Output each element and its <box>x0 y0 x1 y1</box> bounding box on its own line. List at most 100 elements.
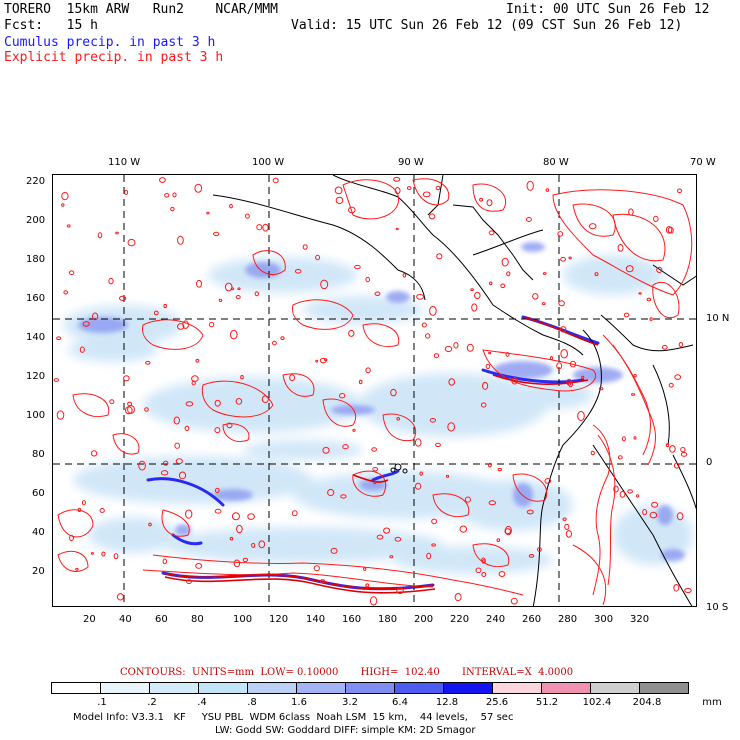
graticule <box>53 175 696 606</box>
y-tick: 120 <box>26 371 46 382</box>
precip-speck <box>394 187 401 195</box>
precip-speck <box>289 374 296 382</box>
precip-speck <box>245 213 250 219</box>
precip-speck <box>426 552 432 560</box>
precip-speck <box>623 312 630 318</box>
precip-speck <box>504 528 512 535</box>
colorbar-swatch <box>590 682 640 694</box>
precip-speck <box>525 217 532 222</box>
colorbar-swatch <box>394 682 444 694</box>
precip-speck <box>185 401 194 407</box>
precip-speck <box>272 177 279 184</box>
precip-speck <box>651 501 659 508</box>
precip-speck <box>445 474 450 478</box>
precip-speck <box>261 395 269 403</box>
precip-speck <box>684 588 692 593</box>
precip-speck <box>254 291 260 297</box>
precip-speck <box>646 297 652 302</box>
precip-speck <box>61 192 69 201</box>
precip-speck <box>496 538 501 543</box>
precip-speck <box>69 534 74 542</box>
x-tick: 160 <box>342 614 362 625</box>
precip-speck <box>661 344 668 350</box>
precip-speck <box>256 224 263 231</box>
x-tick: 280 <box>558 614 578 625</box>
precip-speck <box>447 422 456 432</box>
precip-speck <box>159 177 166 183</box>
precip-speck <box>444 345 453 353</box>
precip-speck <box>229 536 234 541</box>
precip-speck <box>560 326 567 333</box>
y-tick: 60 <box>32 488 45 499</box>
map-canvas <box>53 175 696 606</box>
precip-speck <box>363 567 367 571</box>
precip-speck <box>115 231 119 235</box>
colorbar-label: .8 <box>247 697 257 708</box>
precip-speck <box>488 500 496 506</box>
x-tick: 240 <box>486 614 506 625</box>
precip-speck <box>564 523 570 530</box>
precip-speck <box>633 374 637 378</box>
precip-speck <box>334 186 343 195</box>
precip-speck <box>376 534 384 540</box>
precip-speck <box>505 352 510 357</box>
colorbar-swatch <box>345 682 395 694</box>
forecast-hour: Fcst: 15 h <box>4 18 98 33</box>
colorbar-label: .2 <box>147 697 157 708</box>
colorbar-label: 204.8 <box>632 697 662 708</box>
precip-speck <box>613 485 619 493</box>
precip-speck <box>556 362 563 370</box>
precip-map[interactable] <box>52 174 697 607</box>
y-tick: 20 <box>32 566 45 577</box>
colorbar-unit: mm <box>702 697 722 708</box>
precip-speck <box>429 418 437 423</box>
colorbar-swatch <box>247 682 297 694</box>
precip-speck <box>163 460 169 466</box>
precip-speck <box>631 393 636 396</box>
precip-speck <box>119 295 127 301</box>
precip-speck <box>233 559 241 568</box>
explicit-precip-specks <box>53 176 692 606</box>
precip-speck <box>214 399 221 407</box>
contours-info: CONTOURS: UNITS=mm LOW= 0.10000 HIGH= 10… <box>120 667 574 678</box>
precip-speck <box>581 375 585 380</box>
precip-speck <box>324 358 328 361</box>
model-info: Model Info: V3.3.1 KF YSU PBL WDM 6class… <box>73 712 514 723</box>
legend-explicit: Explicit precip. in past 3 h <box>4 50 224 65</box>
precip-speck <box>488 351 492 355</box>
lon-label: 80 W <box>543 157 569 168</box>
precip-speck <box>177 235 184 245</box>
precip-speck <box>488 230 495 236</box>
precip-speck <box>185 509 193 519</box>
y-tick: 180 <box>26 254 46 265</box>
precip-speck <box>482 381 489 390</box>
precip-speck <box>90 552 94 555</box>
precip-speck <box>545 188 550 192</box>
x-tick: 200 <box>414 614 434 625</box>
precip-speck <box>511 377 519 385</box>
x-tick: 120 <box>269 614 289 625</box>
precip-speck <box>113 553 119 560</box>
precip-speck <box>231 512 240 521</box>
precip-speck <box>125 406 133 415</box>
precip-speck <box>315 359 319 363</box>
precip-speck <box>396 417 401 421</box>
precip-speck <box>127 401 133 407</box>
precip-speck <box>365 583 370 588</box>
precip-speck <box>354 264 361 270</box>
precip-speck <box>235 398 243 405</box>
precip-speck <box>542 272 547 275</box>
precip-speck <box>365 276 371 283</box>
precip-speck <box>590 450 595 456</box>
y-tick: 80 <box>32 449 45 460</box>
precip-speck <box>374 291 381 296</box>
precip-speck <box>617 455 623 460</box>
precip-speck <box>541 302 546 306</box>
lon-label: 100 W <box>252 157 285 168</box>
precip-speck <box>68 270 75 275</box>
precip-speck <box>195 358 200 363</box>
precip-speck <box>235 295 241 300</box>
precip-speck <box>549 356 553 361</box>
precip-speck <box>327 488 335 497</box>
precip-speck <box>394 536 402 542</box>
